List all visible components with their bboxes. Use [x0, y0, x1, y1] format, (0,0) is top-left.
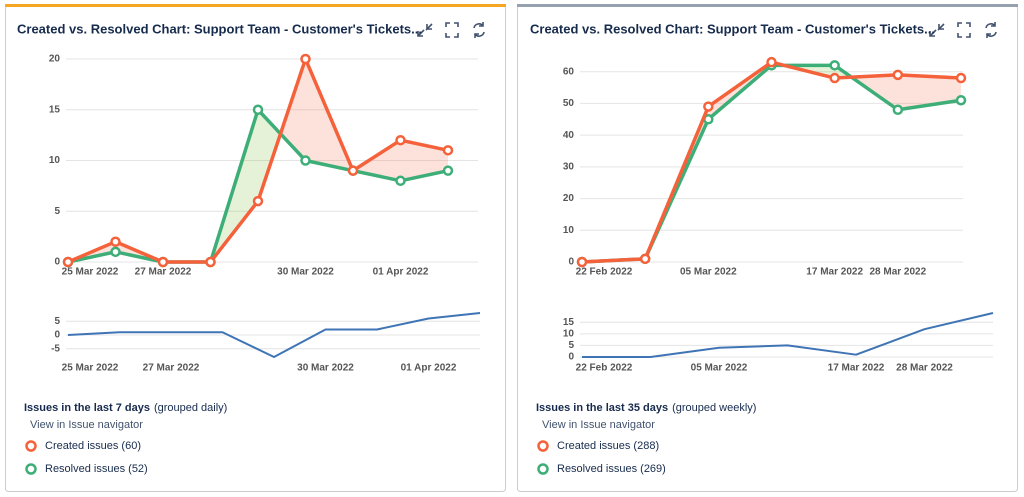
x-tick-label: 17 Mar 2022: [806, 267, 863, 278]
data-point: [829, 60, 840, 71]
data-point: [395, 134, 406, 146]
data-point: [639, 253, 651, 265]
data-point: [300, 155, 311, 166]
legend-marker: [25, 440, 37, 452]
y-tick-label: 0: [568, 257, 574, 268]
data-point: [892, 69, 904, 81]
legend-grouping: (grouped daily): [154, 402, 227, 414]
legend-marker: [537, 440, 549, 452]
legend-item: Resolved issues (52): [45, 463, 148, 475]
data-point: [395, 175, 406, 187]
legend-item: Created issues (60): [45, 440, 141, 452]
panel-title: Created vs. Resolved Chart: Support Team…: [530, 21, 935, 36]
x-tick-label: 01 Apr 2022: [373, 267, 429, 278]
x-tick-label: 27 Mar 2022: [143, 363, 200, 374]
x-tick-label: 25 Mar 2022: [62, 363, 119, 374]
series-line: [67, 312, 481, 358]
data-point: [442, 145, 454, 156]
x-tick-label: 22 Feb 2022: [576, 267, 633, 278]
difference-area: [400, 140, 448, 181]
y-tick-label: 5: [54, 206, 60, 217]
x-tick-label: 28 Mar 2022: [896, 363, 953, 374]
x-tick-label: 30 Mar 2022: [297, 363, 354, 374]
data-point: [892, 104, 904, 115]
legend-marker: [25, 463, 37, 475]
data-point: [110, 236, 121, 247]
data-point: [442, 165, 454, 176]
data-point: [252, 195, 264, 207]
y-tick-label: 5: [568, 340, 574, 351]
data-point: [300, 53, 311, 65]
data-point: [576, 256, 588, 268]
x-tick-label: 05 Mar 2022: [691, 363, 748, 374]
y-tick-label: 15: [563, 317, 575, 328]
issue-navigator-link[interactable]: View in Issue navigator: [542, 419, 655, 431]
x-tick-label: 22 Feb 2022: [576, 363, 633, 374]
difference-area: [280, 59, 306, 161]
legend-heading: Issues in the last 35 days (grouped weekl…: [536, 402, 756, 414]
y-tick-label: 5: [54, 316, 60, 327]
y-tick-label: 0: [54, 257, 60, 268]
panel-title: Created vs. Resolved Chart: Support Team…: [17, 21, 422, 36]
y-tick-label: 60: [563, 66, 575, 77]
legend-marker: [537, 463, 549, 475]
x-tick-label: 05 Mar 2022: [680, 267, 737, 278]
x-tick-label: 28 Mar 2022: [869, 267, 926, 278]
legend-grouping: (grouped weekly): [672, 402, 756, 414]
data-point: [955, 94, 967, 106]
legend-item: Resolved issues (269): [557, 463, 666, 475]
legend-heading-text: Issues in the last 35 days: [536, 402, 668, 414]
data-point: [157, 256, 169, 268]
x-tick-label: 27 Mar 2022: [135, 267, 192, 278]
y-tick-label: 0: [568, 352, 574, 363]
issue-navigator-link[interactable]: View in Issue navigator: [30, 419, 143, 431]
y-tick-label: 10: [49, 155, 61, 166]
data-point: [62, 256, 74, 268]
data-point: [252, 104, 264, 115]
x-tick-label: 01 Apr 2022: [401, 363, 457, 374]
data-point: [347, 165, 359, 176]
difference-area: [353, 140, 401, 181]
y-tick-label: 50: [563, 98, 575, 109]
y-tick-label: 20: [49, 54, 61, 65]
panel-icons[interactable]: [417, 22, 997, 38]
data-point: [766, 56, 777, 68]
data-point: [703, 101, 714, 112]
y-tick-label: 15: [49, 104, 61, 115]
y-tick-label: 10: [563, 328, 575, 339]
y-tick-label: 40: [563, 130, 575, 141]
series-line: [582, 312, 994, 358]
y-tick-label: 10: [563, 225, 575, 236]
x-tick-label: 30 Mar 2022: [277, 267, 334, 278]
y-tick-label: 0: [54, 330, 60, 341]
legend-heading-text: Issues in the last 7 days: [24, 402, 150, 414]
legend-item: Created issues (288): [557, 440, 659, 452]
difference-area: [258, 109, 281, 202]
panel-frame: [5, 4, 1018, 492]
y-tick-label: -5: [51, 343, 60, 354]
x-tick-label: 17 Mar 2022: [828, 363, 885, 374]
data-point: [829, 72, 840, 84]
data-point: [205, 256, 216, 268]
y-tick-label: 20: [563, 193, 575, 204]
data-point: [955, 72, 967, 84]
legend-heading: Issues in the last 7 days (grouped daily): [24, 402, 227, 414]
x-tick-label: 25 Mar 2022: [62, 267, 119, 278]
data-point: [110, 246, 121, 258]
y-tick-label: 30: [563, 161, 575, 172]
